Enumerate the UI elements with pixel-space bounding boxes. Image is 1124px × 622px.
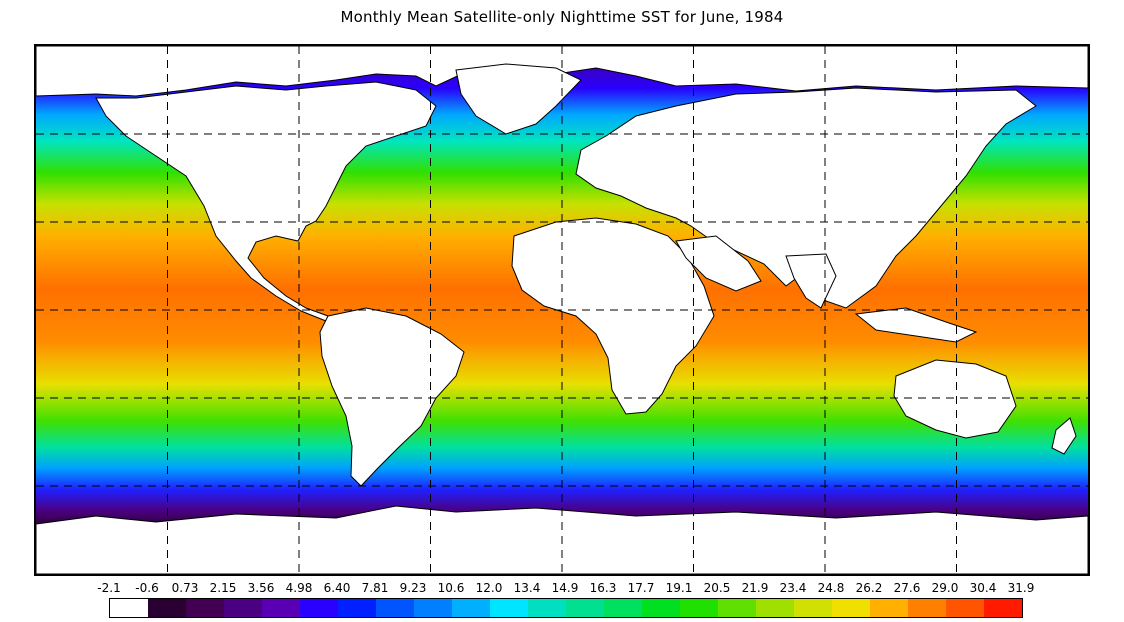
colorbar-tick-label: 24.8 bbox=[817, 581, 845, 595]
colorbar-swatch bbox=[452, 599, 490, 617]
colorbar-tick-label: 23.4 bbox=[779, 581, 807, 595]
colorbar-tick-label: 21.9 bbox=[741, 581, 769, 595]
colorbar-swatch bbox=[300, 599, 338, 617]
colorbar-tick-label: 17.7 bbox=[627, 581, 655, 595]
colorbar-tick-label: 27.6 bbox=[893, 581, 921, 595]
new-zealand bbox=[1051, 417, 1077, 455]
colorbar-swatch bbox=[414, 599, 452, 617]
colorbar-tick-label: 13.4 bbox=[513, 581, 541, 595]
colorbar-tick-label: 31.9 bbox=[1007, 581, 1035, 595]
colorbar-swatch bbox=[110, 599, 148, 617]
colorbar-tick-labels: -2.1 -0.6 0.73 2.15 3.56 4.98 6.40 7.81 9.23 10.6… bbox=[0, 581, 1124, 597]
colorbar-tick-label: 7.81 bbox=[361, 581, 389, 595]
colorbar-swatch bbox=[870, 599, 908, 617]
colorbar-swatch bbox=[718, 599, 756, 617]
colorbar-tick-label: 20.5 bbox=[703, 581, 731, 595]
colorbar-swatch bbox=[224, 599, 262, 617]
colorbar-swatch bbox=[794, 599, 832, 617]
africa bbox=[511, 217, 715, 415]
colorbar-tick-label: 10.6 bbox=[437, 581, 465, 595]
colorbar-swatch bbox=[908, 599, 946, 617]
colorbar-swatch bbox=[642, 599, 680, 617]
colorbar-swatch bbox=[832, 599, 870, 617]
colorbar-swatch bbox=[262, 599, 300, 617]
colorbar-tick-label: -0.6 bbox=[135, 581, 159, 595]
greenland bbox=[455, 63, 582, 135]
colorbar-tick-label: 12.0 bbox=[475, 581, 503, 595]
colorbar-tick-label: 14.9 bbox=[551, 581, 579, 595]
colorbar-tick-label: 9.23 bbox=[399, 581, 427, 595]
colorbar-tick-label: 29.0 bbox=[931, 581, 959, 595]
colorbar-tick-label: 19.1 bbox=[665, 581, 693, 595]
maritime-asia bbox=[854, 307, 978, 343]
colorbar-swatch bbox=[604, 599, 642, 617]
colorbar-swatch bbox=[946, 599, 984, 617]
colorbar-tick-label: 6.40 bbox=[323, 581, 351, 595]
colorbar-swatch bbox=[756, 599, 794, 617]
sst-map-canvas bbox=[36, 46, 1088, 574]
colorbar-tick-label: 0.73 bbox=[171, 581, 199, 595]
colorbar-tick-label: 16.3 bbox=[589, 581, 617, 595]
map-title: Monthly Mean Satellite-only Nighttime SS… bbox=[340, 8, 784, 26]
sst-map bbox=[34, 44, 1090, 576]
colorbar-swatch bbox=[528, 599, 566, 617]
colorbar-tick-label: -2.1 bbox=[97, 581, 121, 595]
colorbar-tick-label: 26.2 bbox=[855, 581, 883, 595]
colorbar-swatch bbox=[148, 599, 186, 617]
colorbar-tick-label: 3.56 bbox=[247, 581, 275, 595]
graticule bbox=[36, 46, 1088, 574]
colorbar-swatch bbox=[338, 599, 376, 617]
colorbar-tick-label: 30.4 bbox=[969, 581, 997, 595]
arabia bbox=[675, 235, 762, 292]
colorbar-swatch bbox=[186, 599, 224, 617]
colorbar-swatch bbox=[680, 599, 718, 617]
australia bbox=[893, 359, 1017, 439]
eurasia bbox=[575, 87, 1037, 309]
colorbar-swatch bbox=[376, 599, 414, 617]
india bbox=[785, 253, 837, 309]
north-america bbox=[95, 81, 437, 327]
colorbar-tick-label: 4.98 bbox=[285, 581, 313, 595]
colorbar bbox=[109, 598, 1023, 618]
colorbar-swatch bbox=[566, 599, 604, 617]
south-america bbox=[319, 307, 465, 487]
colorbar-tick-label: 2.15 bbox=[209, 581, 237, 595]
colorbar-swatch bbox=[984, 599, 1022, 617]
colorbar-swatch bbox=[490, 599, 528, 617]
